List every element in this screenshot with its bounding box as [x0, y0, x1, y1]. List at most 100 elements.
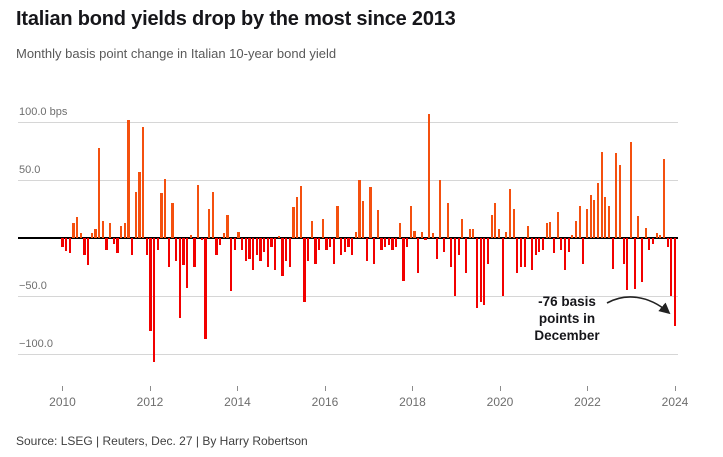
bar: [402, 238, 405, 281]
bar: [358, 180, 361, 238]
bar: [626, 238, 629, 291]
bar: [607, 205, 611, 238]
bar: [516, 238, 519, 273]
x-axis-tick-2020: [499, 386, 501, 391]
gridline--50: [18, 296, 678, 297]
bar: [494, 203, 497, 238]
bar: [175, 238, 178, 262]
bar: [395, 238, 398, 248]
bar: [263, 238, 266, 252]
bar: [409, 205, 413, 238]
bar: [90, 233, 93, 238]
bar: [670, 238, 673, 296]
bar: [193, 238, 196, 267]
bar: [633, 238, 636, 290]
bar: [417, 238, 420, 273]
bar: [120, 226, 123, 238]
bar: [541, 238, 545, 250]
bar: [519, 238, 523, 267]
bar: [673, 238, 677, 327]
bar: [61, 238, 64, 248]
x-axis-tick-2010: [62, 386, 63, 391]
bar: [299, 185, 302, 238]
bar: [142, 126, 145, 238]
bar: [153, 238, 156, 363]
x-axis-tick-2018: [412, 386, 413, 391]
bar: [343, 238, 346, 252]
bar: [109, 222, 112, 238]
annotation-arrow-icon: [606, 296, 671, 315]
bar: [486, 238, 490, 264]
bar: [310, 220, 313, 238]
bar: [618, 164, 622, 238]
bar: [563, 238, 567, 271]
bar: [662, 159, 666, 238]
bar: [512, 209, 515, 238]
x-axis-label-2012: 2012: [136, 395, 164, 409]
x-axis-label-2010: 2010: [49, 395, 76, 409]
bar: [134, 191, 137, 238]
bar: [296, 197, 299, 238]
bar: [666, 238, 669, 248]
bar: [384, 238, 387, 248]
bar: [127, 119, 130, 238]
bar: [318, 238, 321, 250]
bar: [651, 238, 655, 244]
bar: [105, 238, 108, 250]
gridline--100: [18, 354, 678, 355]
bar: [534, 238, 537, 256]
bar: [483, 238, 486, 306]
bar: [178, 238, 181, 319]
bar: [461, 219, 464, 238]
source-credit: Source: LSEG | Reuters, Dec. 27 | By Har…: [16, 434, 308, 448]
bar: [230, 238, 233, 292]
gridline-50: [18, 180, 678, 181]
bar: [101, 220, 104, 238]
bar: [637, 215, 640, 238]
bar: [285, 238, 288, 262]
bar: [237, 232, 240, 238]
bar: [255, 238, 258, 256]
bar: [244, 238, 247, 262]
bar: [215, 238, 218, 256]
bar: [167, 238, 170, 267]
bar: [582, 238, 585, 264]
bar: [435, 238, 438, 259]
bar: [365, 238, 368, 262]
bar: [149, 238, 152, 331]
bar: [406, 238, 409, 248]
x-axis-label-2024: 2024: [661, 395, 689, 409]
y-axis-label--100: −100.0: [19, 338, 53, 350]
bar: [274, 238, 277, 271]
bar: [479, 238, 482, 302]
bar: [281, 238, 284, 277]
bar: [373, 238, 376, 264]
bar: [644, 227, 647, 238]
bar: [556, 212, 559, 238]
bar: [68, 238, 71, 254]
bar: [131, 238, 134, 256]
x-axis-label-2014: 2014: [224, 395, 251, 409]
bar: [552, 238, 556, 254]
bar: [248, 238, 251, 259]
bar: [270, 238, 273, 248]
bar: [259, 238, 262, 262]
bar: [589, 195, 592, 238]
bar: [380, 238, 383, 250]
bar: [527, 226, 530, 238]
bar: [629, 141, 633, 238]
bar: [442, 238, 446, 252]
bar: [508, 189, 512, 238]
bar: [303, 238, 306, 302]
bar: [94, 228, 97, 238]
bar: [211, 191, 214, 238]
bar: [369, 186, 372, 238]
bar: [336, 205, 339, 238]
x-axis-tick-2022: [587, 386, 588, 391]
y-axis-label-100: 100.0 bps: [19, 106, 68, 118]
bar: [72, 222, 75, 238]
bar: [578, 205, 581, 238]
bar: [391, 238, 394, 250]
annotation-line-3: December: [534, 328, 600, 343]
bar: [204, 238, 207, 339]
